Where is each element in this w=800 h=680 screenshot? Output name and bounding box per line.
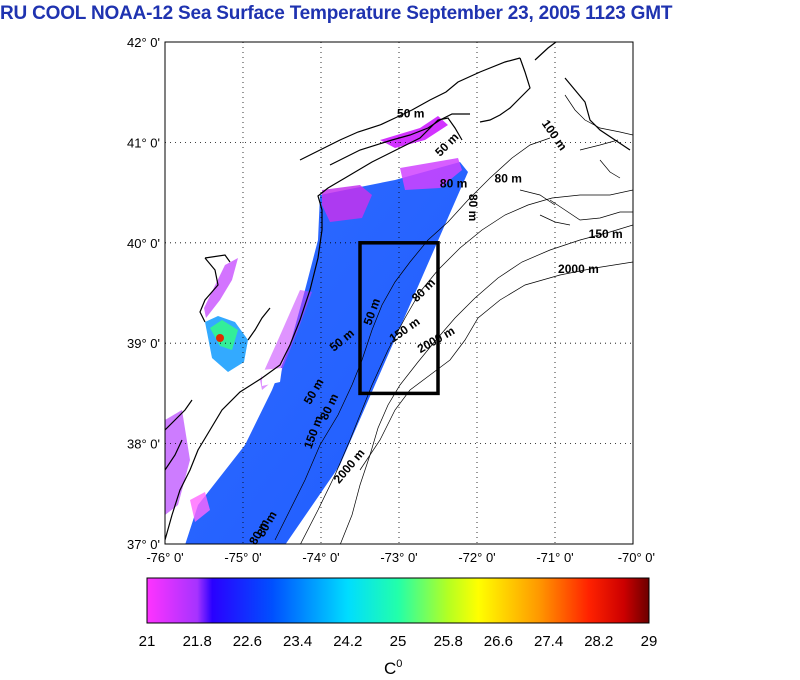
longitude-tick-label: -74° 0' [302,550,339,565]
contour-label: 2000 m [415,323,457,355]
longitude-tick-label: -70° 0' [618,550,655,565]
latitude-tick-label: 38° 0' [127,437,160,452]
contour-label: 50 m [432,130,461,159]
longitude-tick-labels: -76° 0' -75° 0' -74° 0' -73° 0' -72° 0' -71° … [146,550,655,565]
latitude-tick-label: 39° 0' [127,336,160,351]
contour-label: 80 m [495,172,522,186]
colorbar-tick-label: 24.2 [333,633,362,650]
contour-label: 100 m [539,117,570,153]
contour-label: 80 m [466,194,480,221]
longitude-tick-label: -71° 0' [536,550,573,565]
contour-label: 150 m [589,227,623,241]
coastline [165,42,631,541]
colorbar-unit-letter: C [384,659,396,678]
colorbar-tick-label: 21 [139,633,156,650]
colorbar-tick-label: 28.2 [584,633,613,650]
colorbar-tick-label: 22.6 [233,633,262,650]
contour-label: 2000 m [558,262,599,276]
colorbar-tick-labels: 21 21.8 22.6 23.4 24.2 25 25.8 26.6 27.4 28.2 29 [139,633,658,650]
latitude-tick-label: 40° 0' [127,236,160,251]
colorbar-tick-label: 25.8 [434,633,463,650]
latitude-tick-labels: 42° 0' 41° 0' 40° 0' 39° 0' 38° 0' 37° 0' [127,35,160,552]
colorbar-tick-label: 26.6 [484,633,513,650]
longitude-tick-label: -73° 0' [380,550,417,565]
colorbar-tick-label: 29 [641,633,658,650]
colorbar [146,577,650,624]
map-frame [164,41,634,545]
contour-label: 50 m [397,106,424,120]
colorbar-tick-label: 23.4 [283,633,312,650]
latitude-tick-label: 41° 0' [127,135,160,150]
contour-label: 80 m [440,177,467,191]
map-grid [165,42,633,544]
map-title: RU COOL NOAA-12 Sea Surface Temperature … [0,3,673,24]
sst-swath [185,116,468,544]
longitude-tick-label: -75° 0' [224,550,261,565]
colorbar-unit: C0 [384,658,402,678]
colorbar-unit-superscript: 0 [396,658,402,670]
latitude-tick-label: 42° 0' [127,35,160,50]
colorbar-tick-label: 21.8 [183,633,212,650]
study-area-box [358,241,440,396]
delaware-bay [165,258,248,515]
longitude-tick-label: -72° 0' [458,550,495,565]
colorbar-tick-label: 27.4 [534,633,563,650]
bathymetry-contours [274,94,633,544]
latitude-tick-label: 37° 0' [127,537,160,552]
colorbar-tick-label: 25 [390,633,407,650]
longitude-tick-label: -76° 0' [146,550,183,565]
